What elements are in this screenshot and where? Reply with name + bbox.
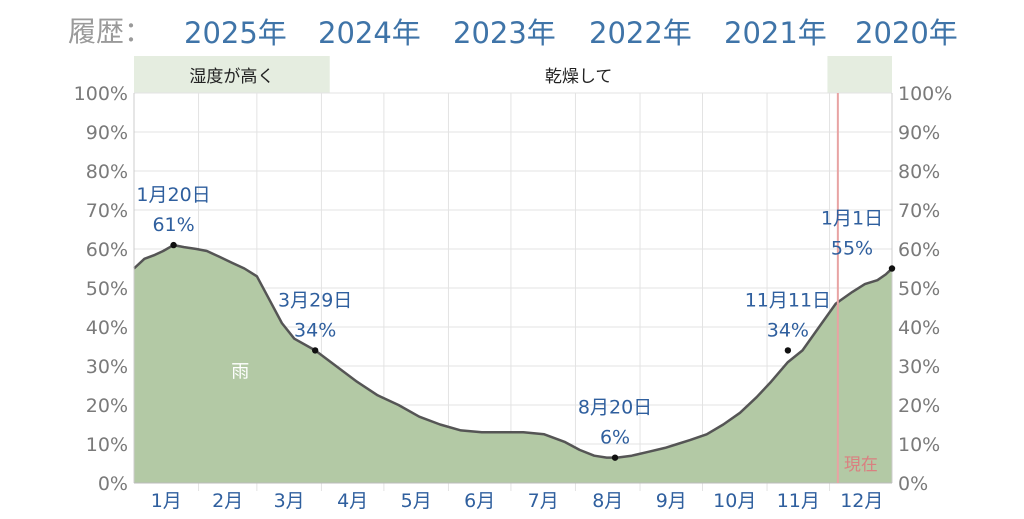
- x-tick-label: 5月: [401, 490, 432, 512]
- x-tick-label: 1月: [151, 490, 182, 512]
- x-tick-label: 11月: [777, 490, 820, 512]
- y-tick-label-left: 0%: [98, 473, 128, 495]
- y-tick-label-right: 90%: [898, 122, 940, 144]
- y-tick-label-right: 0%: [898, 473, 928, 495]
- year-tab-2025[interactable]: 2025年: [184, 16, 287, 50]
- annotation-point: [170, 241, 177, 249]
- x-tick-label: 12月: [840, 490, 883, 512]
- y-tick-label-right: 50%: [898, 278, 940, 300]
- season-band-label: 乾燥して: [545, 67, 613, 87]
- y-tick-label-left: 70%: [86, 200, 128, 222]
- season-band: [827, 56, 892, 93]
- history-bar: 履歴： 2025年 2024年 2023年 2022年 2021年 2020年: [0, 0, 1024, 60]
- annotation-value: 6%: [600, 427, 630, 449]
- annotation-value: 34%: [294, 319, 336, 341]
- x-tick-label: 2月: [212, 490, 243, 512]
- year-tab-2022[interactable]: 2022年: [589, 16, 692, 50]
- x-tick-label: 9月: [656, 490, 687, 512]
- annotation-point: [311, 347, 319, 354]
- y-tick-label-right: 80%: [898, 161, 940, 183]
- humidity-line: [133, 243, 893, 459]
- y-tick-label-right: 30%: [898, 356, 940, 378]
- y-tick-label-left: 10%: [86, 434, 128, 456]
- annotation-value: 61%: [152, 214, 194, 236]
- annotation-point: [888, 265, 896, 272]
- y-tick-label-right: 20%: [898, 395, 940, 417]
- history-label: 履歴：: [68, 15, 153, 48]
- year-tab-2021[interactable]: 2021年: [724, 16, 827, 50]
- humidity-area: [134, 245, 892, 483]
- x-tick-label: 10月: [713, 490, 756, 512]
- annotation-value: 55%: [831, 238, 873, 260]
- year-tab-2020[interactable]: 2020年: [855, 16, 958, 50]
- y-tick-label-right: 60%: [898, 239, 940, 261]
- season-band: [134, 56, 330, 93]
- season-band-label: 湿度が高く: [189, 67, 274, 87]
- x-tick-label: 7月: [528, 490, 559, 512]
- y-tick-label-left: 20%: [86, 395, 128, 417]
- y-tick-label-left: 40%: [86, 317, 128, 339]
- y-tick-label-left: 90%: [86, 122, 128, 144]
- annotation-point: [784, 347, 792, 354]
- annotation-date: 11月11日: [745, 289, 831, 311]
- y-tick-label-left: 100%: [74, 83, 128, 105]
- y-tick-label-left: 80%: [86, 161, 128, 183]
- annotation-date: 3月29日: [278, 289, 352, 311]
- x-tick-label: 3月: [274, 490, 305, 512]
- y-tick-label-right: 10%: [898, 434, 940, 456]
- annotation-point: [611, 454, 619, 461]
- x-tick-label: 4月: [337, 490, 368, 512]
- region-label: 雨: [231, 362, 249, 383]
- annotation-date: 8月20日: [578, 397, 652, 419]
- year-tab-2023[interactable]: 2023年: [453, 16, 556, 50]
- y-tick-label-right: 40%: [898, 317, 940, 339]
- now-marker-label: 現在: [844, 455, 878, 475]
- x-tick-label: 6月: [464, 490, 495, 512]
- y-tick-label-left: 50%: [86, 278, 128, 300]
- y-tick-label-left: 30%: [86, 356, 128, 378]
- year-tab-2024[interactable]: 2024年: [318, 16, 421, 50]
- annotation-value: 34%: [767, 319, 809, 341]
- y-tick-label-right: 70%: [898, 200, 940, 222]
- annotation-date: 1月1日: [821, 208, 883, 230]
- y-tick-label-left: 60%: [86, 239, 128, 261]
- x-tick-label: 8月: [592, 490, 623, 512]
- annotation-date: 1月20日: [136, 184, 210, 206]
- y-tick-label-right: 100%: [898, 83, 952, 105]
